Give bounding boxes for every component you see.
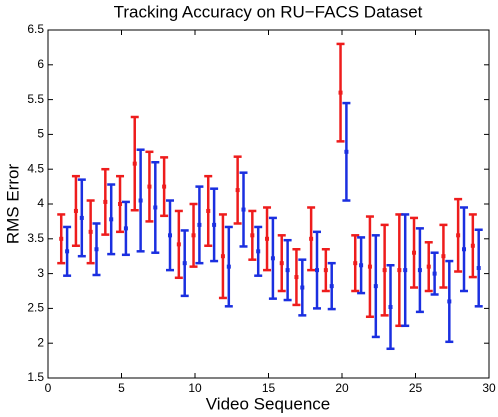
chart-title: Tracking Accuracy on RU−FACS Dataset [114,2,423,21]
mean-marker [147,184,152,189]
mean-marker [470,243,475,248]
mean-marker [323,268,328,273]
mean-marker [88,229,93,234]
x-tick-label: 5 [118,381,125,395]
mean-marker [382,268,387,273]
mean-marker [118,202,123,206]
mean-marker [235,188,240,193]
mean-marker [168,233,173,238]
mean-marker [226,264,231,269]
y-tick-label: 5 [37,127,44,141]
x-tick-label: 0 [45,381,52,395]
mean-marker [241,207,246,212]
mean-marker [279,261,284,266]
mean-marker [447,299,452,304]
mean-marker [59,236,64,241]
mean-marker [476,266,481,271]
y-tick-label: 3.5 [27,231,44,245]
mean-marker [300,285,305,290]
mean-marker [103,199,108,204]
mean-marker [123,226,128,231]
mean-marker [250,233,255,238]
mean-marker [388,305,393,310]
mean-marker [344,149,349,154]
mean-marker [176,242,181,247]
mean-marker [338,90,343,95]
x-axis-label: Video Sequence [206,394,330,413]
mean-marker [65,249,70,254]
mean-marker [94,247,99,252]
mean-marker [132,161,137,166]
y-tick-label: 6.5 [27,22,44,36]
mean-marker [426,264,431,269]
mean-marker [462,247,467,252]
mean-marker [256,249,261,254]
mean-marker [397,268,402,273]
mean-marker [73,208,78,213]
plot-frame [47,29,490,379]
x-tick-label: 20 [335,381,349,395]
mean-marker [138,198,143,203]
mean-marker [432,271,437,276]
mean-marker [109,217,114,222]
y-tick-label: 4 [37,196,44,210]
mean-marker [367,264,372,269]
mean-marker [315,268,320,273]
y-tick-label: 1.5 [27,370,44,384]
mean-marker [373,284,378,289]
mean-marker [417,268,422,273]
y-tick-label: 3 [37,266,44,280]
x-tick-label: 30 [482,381,496,395]
x-tick-label: 15 [262,381,276,395]
y-tick-label: 6 [37,57,44,71]
mean-marker [206,208,211,213]
mean-marker [220,254,225,259]
mean-marker [294,275,299,280]
mean-marker [285,268,290,273]
mean-marker [182,261,187,266]
x-tick-label: 10 [188,381,202,395]
y-tick-label: 4.5 [27,161,44,175]
y-axis-label: RMS Error [3,164,22,245]
mean-marker [197,222,202,227]
y-tick-label: 2.5 [27,301,44,315]
mean-marker [456,233,461,238]
mean-marker [162,184,167,189]
mean-marker [329,284,334,289]
mean-marker [153,205,158,210]
y-tick-label: 2 [37,335,44,349]
mean-marker [79,215,84,220]
mean-marker [441,254,446,259]
mean-marker [265,236,270,241]
mean-marker [412,250,417,255]
mean-marker [309,236,314,241]
mean-marker [270,256,275,261]
mean-marker [403,268,408,273]
mean-marker [353,261,358,266]
y-tick-label: 5.5 [27,92,44,106]
mean-marker [191,233,196,238]
mean-marker [212,222,217,227]
x-tick-label: 25 [409,381,423,395]
mean-marker [359,263,364,268]
